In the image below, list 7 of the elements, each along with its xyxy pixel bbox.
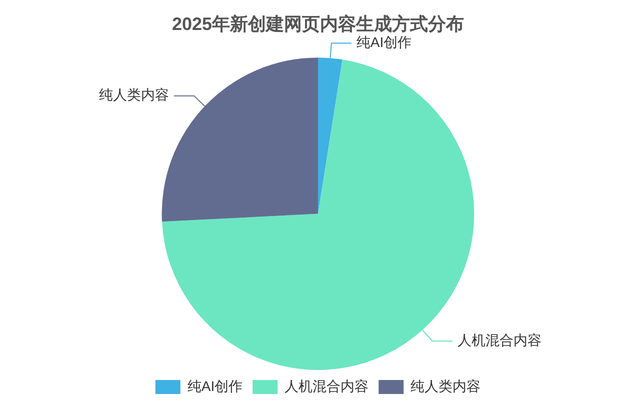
legend-label: 纯人类内容: [410, 378, 481, 394]
legend-label: 纯AI创作: [187, 378, 243, 394]
legend-label: 人机混合内容: [284, 378, 369, 394]
slice-label: 纯人类内容: [98, 86, 169, 103]
slice-label: 人机混合内容: [457, 332, 542, 348]
chart-title: 2025年新创建网页内容生成方式分布: [172, 14, 464, 34]
slice-label: 纯AI创作: [356, 34, 412, 50]
